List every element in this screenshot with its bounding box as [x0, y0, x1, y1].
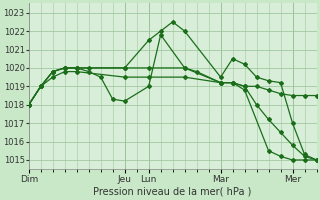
X-axis label: Pression niveau de la mer( hPa ): Pression niveau de la mer( hPa ) — [93, 187, 252, 197]
